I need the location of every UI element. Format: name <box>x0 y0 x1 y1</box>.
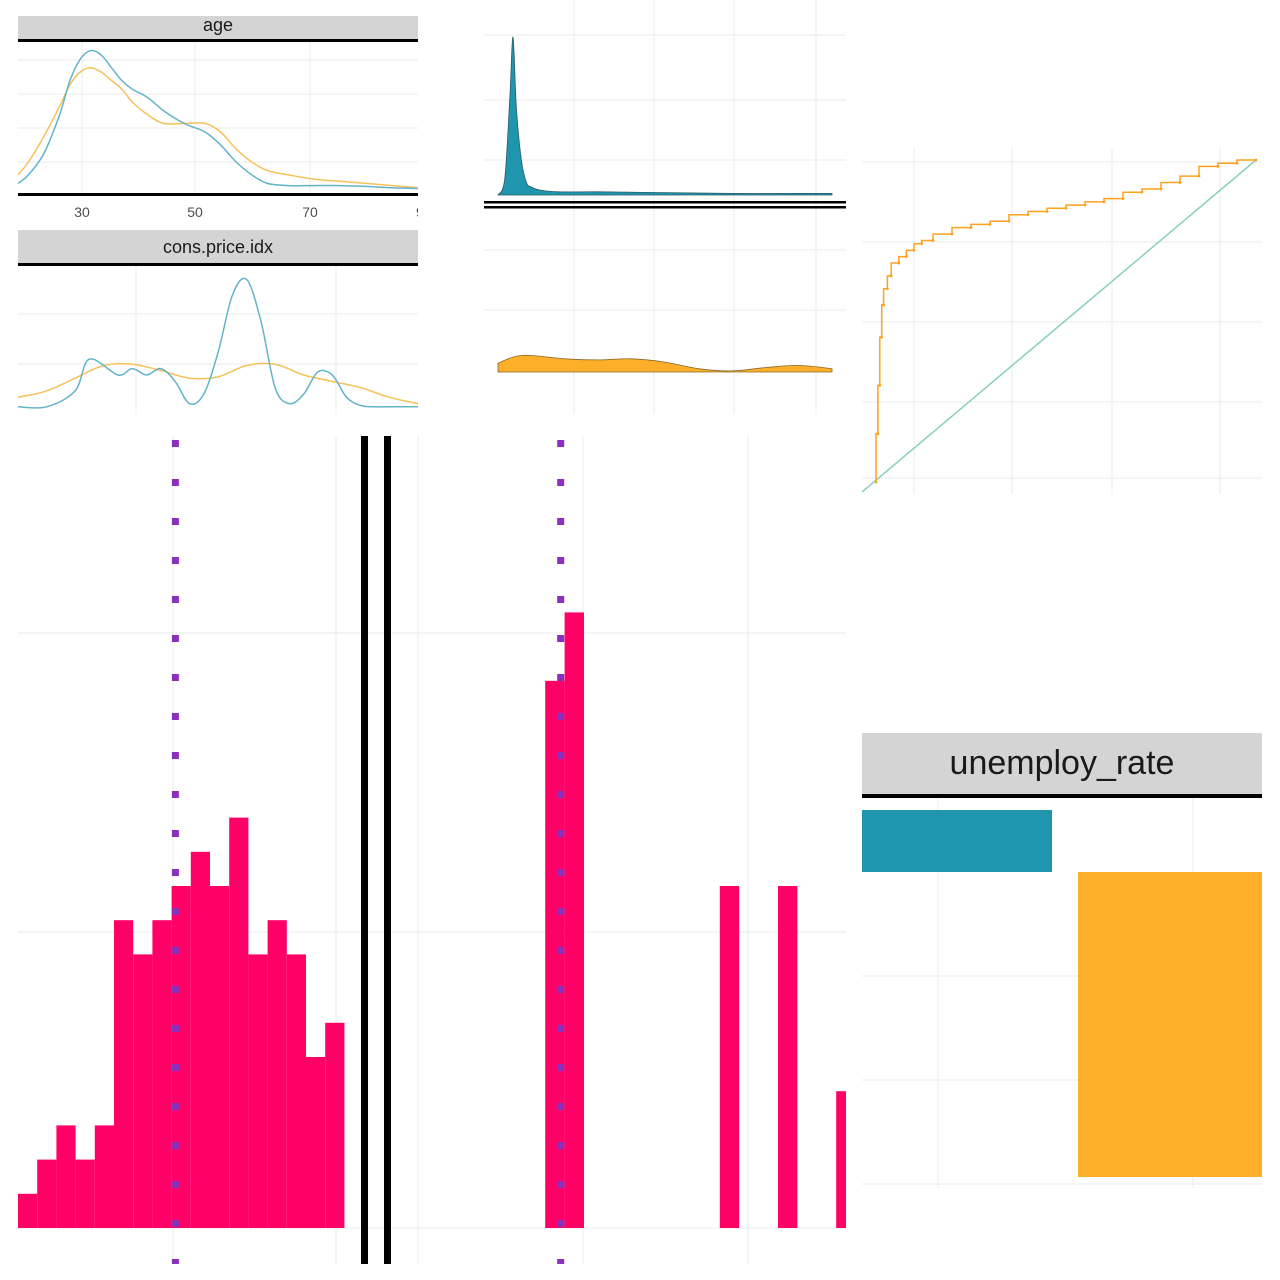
unemploy-rate-panel: unemploy_rate <box>862 733 1262 1188</box>
histogram-left-bar <box>56 1125 76 1228</box>
cpi-strip-label: cons.price.idx <box>162 237 274 257</box>
histogram-left-bar <box>325 1022 345 1228</box>
age-density-panel: age 30 50 70 9 cons.price.idx <box>18 0 418 414</box>
age-tick-70: 70 <box>302 204 318 220</box>
roc-point <box>880 335 884 339</box>
roc-point <box>1083 203 1087 207</box>
roc-point <box>1140 190 1144 194</box>
unemploy-rate-strip: unemploy_rate <box>862 733 1262 794</box>
roc-point <box>1159 187 1163 191</box>
histogram-right-bar <box>564 612 584 1228</box>
roc-point <box>1178 181 1182 184</box>
ridge-teal-area <box>497 36 833 196</box>
ridge-density-svg <box>484 0 846 414</box>
ridge-orange-area <box>497 354 833 373</box>
roc-point <box>876 432 880 436</box>
histogram-left-bar <box>37 1159 57 1228</box>
roc-point <box>905 255 908 258</box>
age-tick-50: 50 <box>187 204 203 220</box>
histogram-right-bar <box>836 1091 846 1228</box>
age-tick-30: 30 <box>74 204 90 220</box>
age-tick-90: 9 <box>416 204 418 220</box>
cpi-grid <box>18 266 418 414</box>
cpi-teal-curve <box>18 277 418 409</box>
roc-point <box>950 232 954 236</box>
roc-panel <box>862 148 1262 494</box>
histogram-left-bar <box>229 817 249 1228</box>
roc-point <box>969 226 973 230</box>
histogram-left-bar <box>114 920 134 1228</box>
roc-point <box>878 384 882 387</box>
histogram-right-bar <box>545 680 565 1228</box>
age-orange-curve <box>18 66 418 189</box>
histogram-left-bar <box>286 954 306 1228</box>
histogram-left-bar <box>190 851 210 1228</box>
age-teal-curve <box>18 49 418 190</box>
roc-point <box>1045 210 1049 213</box>
roc-point <box>912 248 916 252</box>
age-axis-ticks: 30 50 70 9 <box>74 204 418 220</box>
roc-grid <box>862 148 1262 494</box>
cpi-density-svg <box>18 266 418 414</box>
histogram-left-bar <box>94 1125 114 1228</box>
roc-point <box>882 303 885 307</box>
histogram-left-bar <box>18 1193 38 1228</box>
unemploy-rate-orange-bar <box>1078 872 1262 1177</box>
histogram-left-bar <box>152 920 172 1228</box>
ridge-separator-bottom <box>484 206 846 209</box>
cpi-strip-rule <box>18 263 418 266</box>
histogram-svg <box>18 436 846 1264</box>
histogram-left-bar <box>171 886 191 1228</box>
roc-point <box>1254 158 1258 162</box>
roc-point <box>1121 197 1125 201</box>
histogram-divider-left <box>361 436 368 1264</box>
roc-point <box>1197 174 1201 178</box>
age-density-svg <box>18 42 418 194</box>
unemploy-rate-strip-label: unemploy_rate <box>949 744 1175 782</box>
ridge-separator-top <box>484 201 846 204</box>
ridge-density-panel <box>484 0 846 414</box>
roc-point <box>874 480 878 484</box>
roc-point <box>1007 219 1011 223</box>
unemploy-rate-svg <box>862 798 1262 1188</box>
age-axis-rule <box>18 193 418 196</box>
roc-point <box>1102 200 1106 204</box>
histogram-left-bar <box>133 954 153 1228</box>
age-strip-rule <box>18 39 418 42</box>
roc-point <box>1026 213 1030 217</box>
histogram-right-bar <box>719 886 740 1228</box>
roc-point <box>1064 206 1068 210</box>
histogram-left-bar <box>306 1057 326 1228</box>
unemploy-rate-teal-bar <box>862 810 1052 872</box>
histogram-divider-right <box>384 436 391 1264</box>
roc-step-points <box>874 158 1258 484</box>
age-strip: age <box>18 16 418 40</box>
histogram-left-bar <box>248 954 268 1228</box>
age-strip-label: age <box>202 15 234 35</box>
roc-point <box>988 223 992 226</box>
histogram-panel <box>18 436 846 1264</box>
histogram-right-bar <box>778 886 798 1228</box>
roc-point <box>886 287 889 291</box>
histogram-left-bar <box>75 1159 95 1228</box>
histogram-left-bar <box>210 886 230 1228</box>
unemploy-rate-strip-rule <box>862 794 1262 798</box>
histogram-left-bar <box>267 920 287 1228</box>
roc-point <box>889 274 893 278</box>
roc-point <box>1235 161 1239 165</box>
roc-point <box>1216 165 1220 168</box>
cpi-strip: cons.price.idx <box>18 230 418 264</box>
age-grid <box>18 42 418 194</box>
histogram-bars <box>18 612 846 1228</box>
roc-point <box>931 239 935 242</box>
roc-point <box>920 242 923 246</box>
roc-chance-line <box>862 159 1257 493</box>
cpi-orange-curve <box>18 362 418 405</box>
roc-svg <box>862 148 1262 494</box>
roc-point <box>897 261 901 265</box>
